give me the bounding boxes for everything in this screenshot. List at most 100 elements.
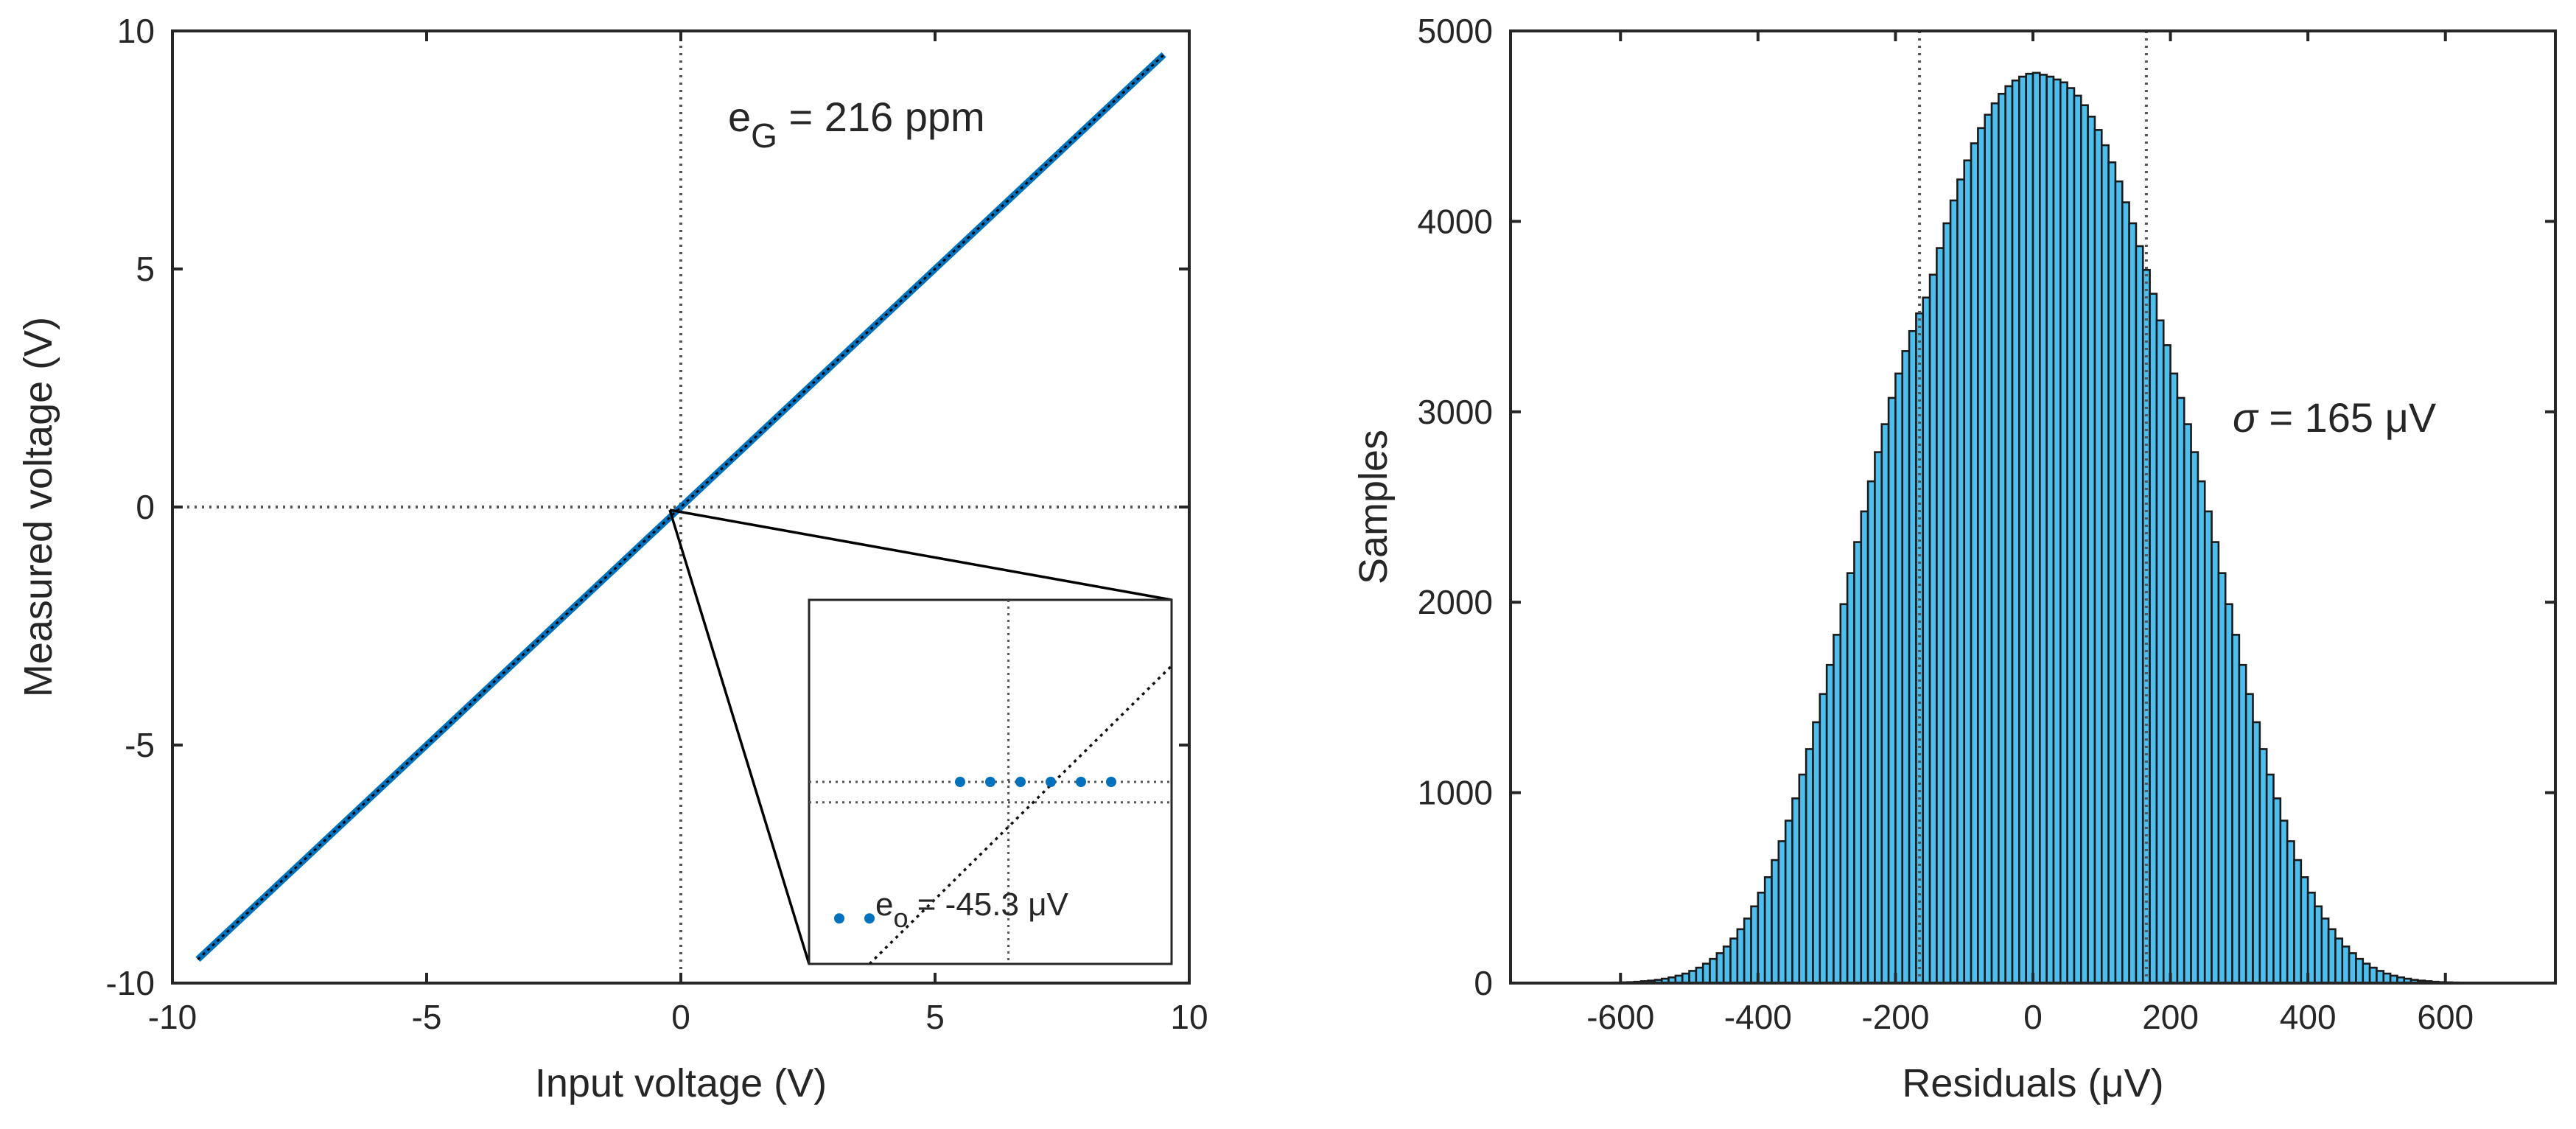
gain-error-subscript: G — [751, 116, 777, 155]
histogram-bar-66 — [2059, 81, 2068, 985]
left-x-tick-label-4: 10 — [1170, 998, 1208, 1036]
left-y-tick-label-3: 5 — [136, 250, 155, 288]
left-x-tick-label-2: 0 — [671, 998, 690, 1036]
histogram-bar-38 — [1866, 480, 1876, 985]
histogram-bar-105 — [2327, 928, 2337, 985]
left-series — [195, 52, 1166, 962]
histogram-bar-98 — [2279, 819, 2289, 985]
histogram-bar-84 — [2183, 423, 2192, 985]
right-y-tick-label-1: 1000 — [1418, 774, 1493, 812]
histogram-bar-52 — [1963, 159, 1973, 985]
histogram-bar-76 — [2128, 222, 2138, 985]
histogram-bar-47 — [1928, 273, 1938, 985]
right-x-tick-label-3: 0 — [2023, 998, 2043, 1036]
left-x-tick-label-0: -10 — [148, 998, 197, 1036]
offset-error-subscript: o — [893, 903, 908, 933]
right-panel: -600 -400 -200 0 200 400 600 0 1000 2000 3000 4000 5… — [1351, 12, 2557, 1105]
histogram-bar-64 — [2045, 75, 2055, 985]
histogram-bar-86 — [2197, 480, 2206, 985]
histogram-bar-59 — [2011, 79, 2020, 985]
left-panel: -10 -5 0 5 10 -10 -5 0 5 10 Input voltage (V) Mea… — [16, 12, 1208, 1105]
histogram-bar-103 — [2314, 905, 2323, 985]
histogram-bar-46 — [1922, 296, 1931, 985]
histogram-bar-25 — [1777, 840, 1787, 985]
histogram-bar-27 — [1791, 797, 1801, 985]
histogram-bar-90 — [2224, 603, 2233, 985]
right-x-tick-label-6: 600 — [2417, 998, 2474, 1036]
histogram-bar-40 — [1880, 423, 1890, 985]
zoom-inset: eo = -45.3 μV — [668, 508, 1173, 965]
sigma-unit: μV — [2385, 394, 2437, 441]
histogram-bar-96 — [2265, 773, 2275, 985]
right-y-axis-label: Samples — [1351, 430, 1396, 584]
left-y-tick-label-1: -5 — [125, 726, 155, 764]
histogram-bar-54 — [1977, 127, 1986, 985]
histogram-bar-75 — [2121, 201, 2130, 985]
histogram-bar-68 — [2073, 94, 2082, 985]
inset-data-point-2 — [955, 777, 965, 787]
histogram-bar-13 — [1695, 966, 1704, 985]
histogram-bar-92 — [2238, 663, 2247, 985]
histogram-bar-41 — [1887, 396, 1897, 985]
histogram-bar-85 — [2190, 451, 2199, 985]
histogram-bar-83 — [2176, 396, 2185, 985]
right-y-tick-label-5: 5000 — [1418, 12, 1493, 50]
offset-error-value: = -45.3 — [909, 887, 1029, 923]
histogram-bar-43 — [1901, 350, 1911, 985]
histogram-bar-101 — [2300, 876, 2309, 985]
histogram-bar-23 — [1763, 876, 1773, 985]
histogram-bar-102 — [2306, 891, 2316, 985]
histogram-bar-19 — [1736, 928, 1746, 985]
right-x-tick-label-1: -400 — [1724, 998, 1792, 1036]
histogram-bar-67 — [2066, 87, 2076, 985]
histogram-bar-72 — [2100, 144, 2110, 985]
histogram-bar-35 — [1846, 572, 1855, 985]
histogram-bar-56 — [1990, 102, 2000, 985]
histogram-bar-95 — [2258, 748, 2268, 985]
histogram-bar-74 — [2114, 180, 2124, 985]
sigma-symbol: σ — [2233, 394, 2259, 441]
histogram-bar-37 — [1860, 510, 1869, 985]
histogram-bar-30 — [1812, 721, 1821, 985]
histogram-bar-45 — [1915, 312, 1925, 985]
inset-connector-upper — [669, 508, 1172, 601]
left-y-axis-label: Measured voltage (V) — [16, 317, 60, 697]
inset-data-point-0 — [834, 913, 844, 924]
offset-error-annotation: eo = -45.3 μV — [875, 887, 1069, 933]
histogram-bar-109 — [2355, 957, 2365, 985]
left-x-axis-label: Input voltage (V) — [535, 1061, 827, 1105]
inset-connector-lower — [668, 509, 811, 965]
histogram-bar-71 — [2093, 129, 2103, 985]
left-ticks: -10 -5 0 5 10 -10 -5 0 5 10 — [106, 12, 1208, 1036]
histogram-bar-91 — [2231, 634, 2241, 985]
histogram-bar-94 — [2252, 721, 2261, 985]
right-y-tick-label-0: 0 — [1474, 964, 1493, 1002]
histogram-bar-50 — [1949, 199, 1959, 985]
histogram-bar-44 — [1908, 329, 1917, 985]
inset-data-point-7 — [1106, 777, 1116, 787]
histogram-bar-100 — [2293, 859, 2303, 985]
inset-data-point-1 — [864, 913, 875, 924]
inset-data-point-6 — [1076, 777, 1086, 787]
histogram-bar-12 — [1688, 970, 1698, 985]
histogram-bar-79 — [2149, 293, 2158, 985]
histogram-bar-24 — [1771, 859, 1780, 985]
histogram-bar-111 — [2368, 966, 2378, 985]
histogram-bar-62 — [2031, 71, 2041, 985]
histogram-bar-16 — [1715, 952, 1725, 985]
right-x-tick-label-4: 200 — [2142, 998, 2199, 1036]
histogram-bar-57 — [1998, 92, 2006, 985]
right-y-tick-label-4: 4000 — [1418, 202, 1493, 240]
histogram-bar-89 — [2217, 572, 2227, 985]
histogram-bar-97 — [2272, 797, 2282, 985]
histogram-bar-107 — [2341, 946, 2351, 985]
histogram-bar-63 — [2039, 74, 2048, 985]
histogram-bar-61 — [2025, 72, 2034, 985]
offset-error-unit: μV — [1028, 887, 1068, 923]
histogram-bar-60 — [2018, 75, 2027, 985]
histogram-bar-22 — [1757, 891, 1766, 985]
histogram-bar-70 — [2087, 115, 2096, 985]
histogram-bar-39 — [1874, 451, 1883, 985]
histogram-bar-42 — [1894, 372, 1904, 985]
